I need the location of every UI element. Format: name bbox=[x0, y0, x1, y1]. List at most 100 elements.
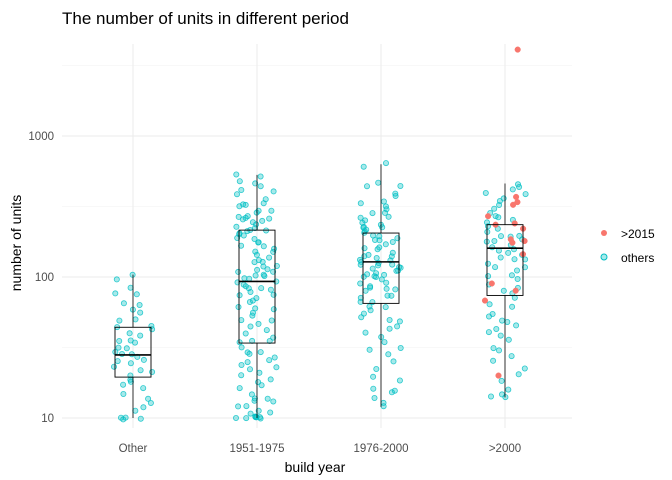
data-point-others bbox=[261, 272, 268, 279]
data-point-others bbox=[249, 312, 256, 319]
data-point-others bbox=[490, 345, 497, 352]
x-axis-label: build year bbox=[285, 459, 346, 475]
data-point-others bbox=[244, 228, 251, 235]
y-axis-label: number of units bbox=[8, 195, 24, 292]
data-point-others bbox=[234, 234, 241, 241]
data-point-others bbox=[137, 367, 144, 374]
data-point-others bbox=[373, 365, 380, 372]
data-point-others bbox=[140, 356, 147, 363]
data-point-others bbox=[264, 395, 271, 402]
data-point-others bbox=[238, 372, 245, 379]
data-point-others bbox=[515, 371, 522, 378]
data-point-others bbox=[256, 369, 263, 376]
data-point-others bbox=[258, 382, 265, 389]
data-point-others bbox=[497, 332, 504, 339]
data-point-others bbox=[120, 416, 127, 423]
data-point-others bbox=[379, 224, 386, 231]
data-point-others bbox=[266, 254, 273, 261]
data-point-others bbox=[235, 268, 242, 275]
data-point-others bbox=[383, 285, 390, 292]
data-point-others bbox=[244, 359, 251, 366]
data-point-others bbox=[504, 318, 511, 325]
data-point-others bbox=[392, 286, 399, 293]
data-point-others bbox=[246, 298, 253, 305]
data-point-others bbox=[499, 317, 506, 324]
data-point-others bbox=[233, 191, 240, 198]
data-point-others bbox=[260, 200, 267, 207]
data-point-others bbox=[363, 183, 370, 190]
data-point-others bbox=[238, 317, 245, 324]
legend-key-gt2015 bbox=[601, 230, 607, 236]
data-point-others bbox=[247, 410, 254, 417]
data-point-others bbox=[381, 339, 388, 346]
data-point-others bbox=[498, 377, 505, 384]
x-tick-label: 1951-1975 bbox=[230, 443, 285, 455]
data-point-others bbox=[376, 233, 383, 240]
data-point-others bbox=[267, 409, 274, 416]
data-point-others bbox=[238, 361, 245, 368]
data-point-others bbox=[266, 357, 273, 364]
data-point-others bbox=[508, 353, 515, 360]
data-point-gt2015 bbox=[514, 46, 521, 53]
data-point-others bbox=[376, 237, 383, 244]
data-point-others bbox=[375, 179, 382, 186]
data-point-others bbox=[258, 285, 265, 292]
data-point-others bbox=[236, 178, 243, 185]
data-point-others bbox=[393, 267, 400, 274]
data-point-others bbox=[495, 214, 502, 221]
data-point-others bbox=[238, 242, 245, 249]
data-point-others bbox=[522, 264, 529, 271]
data-point-others bbox=[253, 251, 260, 258]
data-point-others bbox=[485, 329, 492, 336]
data-point-others bbox=[246, 350, 253, 357]
x-tick-label: Other bbox=[119, 443, 148, 455]
data-point-others bbox=[240, 232, 247, 239]
data-point-others bbox=[137, 332, 144, 339]
data-point-others bbox=[396, 318, 403, 325]
data-point-others bbox=[522, 256, 529, 263]
data-point-others bbox=[233, 223, 240, 230]
data-point-others bbox=[136, 301, 143, 308]
data-point-others bbox=[113, 276, 120, 283]
data-point-others bbox=[392, 192, 399, 199]
data-point-others bbox=[255, 239, 262, 246]
data-point-others bbox=[239, 216, 246, 223]
box-iqr bbox=[362, 232, 400, 304]
data-point-others bbox=[120, 381, 127, 388]
data-point-others bbox=[496, 201, 503, 208]
data-point-others bbox=[371, 394, 378, 401]
data-point-others bbox=[251, 235, 258, 242]
data-point-others bbox=[367, 307, 374, 314]
data-point-others bbox=[357, 280, 364, 287]
data-point-others bbox=[493, 325, 500, 332]
data-point-others bbox=[236, 292, 243, 299]
data-point-others bbox=[236, 339, 243, 346]
data-point-others bbox=[260, 263, 267, 270]
data-point-others bbox=[264, 266, 271, 273]
data-point-others bbox=[236, 385, 243, 392]
data-point-others bbox=[371, 236, 378, 243]
data-point-others bbox=[491, 237, 498, 244]
data-point-others bbox=[120, 390, 127, 397]
data-point-others bbox=[257, 349, 264, 356]
jitter-points bbox=[111, 46, 529, 423]
data-point-others bbox=[509, 303, 516, 310]
chart-title: The number of units in different period bbox=[62, 9, 349, 28]
data-point-others bbox=[260, 243, 267, 250]
data-point-others bbox=[373, 254, 380, 261]
data-point-gt2015 bbox=[512, 287, 519, 294]
data-point-others bbox=[251, 259, 258, 266]
data-point-others bbox=[127, 284, 134, 291]
data-point-others bbox=[522, 191, 529, 198]
data-point-others bbox=[131, 339, 138, 346]
data-point-gt2015 bbox=[481, 297, 489, 304]
data-point-others bbox=[389, 261, 396, 268]
data-point-others bbox=[140, 385, 147, 392]
data-point-others bbox=[127, 378, 134, 385]
data-point-others bbox=[242, 214, 249, 221]
data-point-others bbox=[511, 294, 518, 301]
data-point-others bbox=[133, 291, 140, 298]
data-point-others bbox=[360, 273, 367, 280]
data-point-others bbox=[367, 284, 374, 291]
data-point-others bbox=[235, 403, 242, 410]
